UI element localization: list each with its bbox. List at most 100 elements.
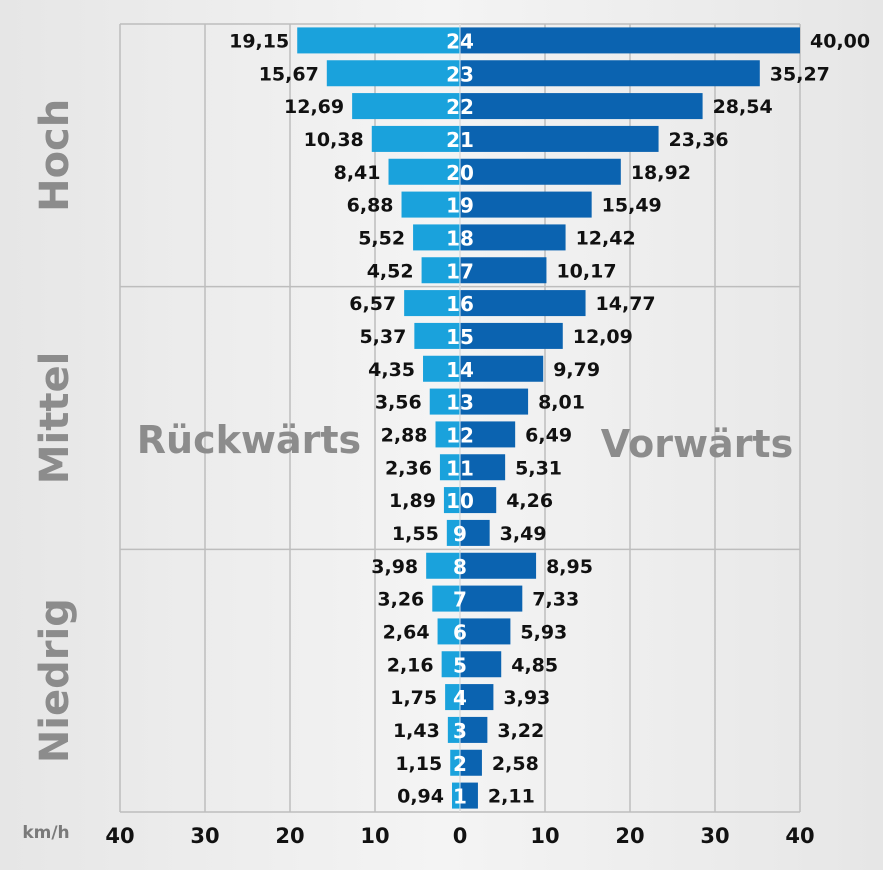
reverse-speed-label: 2,36 <box>385 457 432 479</box>
forward-speed-label: 4,85 <box>511 654 558 676</box>
reverse-bar <box>426 552 460 579</box>
forward-speed-label: 8,01 <box>538 392 585 414</box>
gear-number: 15 <box>446 325 474 349</box>
range-label: Niedrig <box>32 598 78 763</box>
reverse-bar <box>414 322 460 349</box>
gear-number: 10 <box>446 489 474 513</box>
x-tick-label: 20 <box>615 824 644 848</box>
forward-speed-label: 12,09 <box>573 326 633 348</box>
reverse-bar <box>404 290 460 317</box>
forward-bar <box>460 651 502 678</box>
reverse-speed-label: 6,88 <box>347 195 394 217</box>
reverse-speed-label: 1,89 <box>389 490 436 512</box>
reverse-speed-label: 3,26 <box>377 589 424 611</box>
gear-number: 12 <box>446 423 474 447</box>
reverse-speed-label: 1,75 <box>390 687 437 709</box>
forward-speed-label: 12,42 <box>576 227 636 249</box>
gear-number: 2 <box>453 752 467 776</box>
range-labels: Hoch Mittel Niedrig <box>32 99 78 763</box>
forward-bar <box>460 552 537 579</box>
reverse-bar <box>439 454 460 481</box>
gear-number: 5 <box>453 653 467 677</box>
forward-bar <box>460 684 494 711</box>
gear-number: 23 <box>446 62 474 86</box>
x-tick-label: 30 <box>700 824 729 848</box>
reverse-speed-label: 1,43 <box>393 720 440 742</box>
forward-speed-label: 3,22 <box>497 720 544 742</box>
gear-number: 6 <box>453 620 467 644</box>
reverse-bar <box>297 27 460 54</box>
forward-label: Vorwärts <box>601 422 793 466</box>
forward-bar <box>460 421 516 448</box>
reverse-bar <box>421 257 460 284</box>
forward-speed-label: 7,33 <box>532 589 579 611</box>
forward-speed-label: 2,11 <box>488 786 535 808</box>
forward-speed-label: 14,77 <box>596 293 656 315</box>
reverse-bar <box>443 487 460 514</box>
unit-label: km/h <box>22 823 69 843</box>
forward-speed-label: 23,36 <box>669 129 729 151</box>
gear-number: 24 <box>446 29 474 53</box>
reverse-bars <box>297 27 460 809</box>
forward-bar <box>460 388 529 415</box>
reverse-speed-label: 1,15 <box>395 753 442 775</box>
reverse-speed-label: 5,37 <box>359 326 406 348</box>
forward-bar <box>460 224 566 251</box>
gear-number: 11 <box>446 456 474 480</box>
reverse-bar <box>445 684 460 711</box>
forward-speed-label: 3,93 <box>503 687 550 709</box>
gear-number: 21 <box>446 128 474 152</box>
reverse-bar <box>413 224 460 251</box>
range-label: Mittel <box>32 352 78 485</box>
reverse-bar <box>388 158 460 185</box>
x-tick-label: 40 <box>105 824 134 848</box>
value-labels: 19,15 40,00 15,67 35,27 12,69 28,54 10,38 23,36… <box>229 30 870 807</box>
x-tick-label: 10 <box>530 824 559 848</box>
reverse-bar <box>435 421 460 448</box>
forward-speed-label: 15,49 <box>602 195 662 217</box>
forward-speed-label: 2,58 <box>492 753 539 775</box>
reverse-speed-label: 5,52 <box>358 227 405 249</box>
gear-number: 19 <box>446 194 474 218</box>
forward-bar <box>460 749 482 776</box>
reverse-bar <box>447 716 460 743</box>
reverse-speed-label: 2,16 <box>387 654 434 676</box>
forward-bar <box>460 355 544 382</box>
forward-speed-label: 5,93 <box>520 621 567 643</box>
gear-number: 7 <box>453 588 467 612</box>
forward-bar <box>460 158 621 185</box>
gear-number: 4 <box>453 686 467 710</box>
reverse-label: Rückwärts <box>137 418 361 462</box>
reverse-bar <box>450 749 460 776</box>
reverse-bar <box>401 191 460 218</box>
forward-bar <box>460 585 523 612</box>
x-tick-label: 30 <box>190 824 219 848</box>
forward-speed-label: 6,49 <box>525 424 572 446</box>
forward-speed-label: 28,54 <box>713 96 773 118</box>
forward-bar <box>460 93 703 120</box>
reverse-speed-label: 0,94 <box>397 786 444 808</box>
forward-speed-label: 4,26 <box>506 490 553 512</box>
x-tick-label: 10 <box>360 824 389 848</box>
x-tick-label: 20 <box>275 824 304 848</box>
reverse-speed-label: 3,56 <box>375 392 422 414</box>
forward-bar <box>460 618 511 645</box>
forward-speed-label: 35,27 <box>770 63 830 85</box>
reverse-bar <box>352 93 460 120</box>
gear-number: 22 <box>446 95 474 119</box>
forward-bar <box>460 257 547 284</box>
forward-bar <box>460 782 478 809</box>
forward-bar <box>460 290 586 317</box>
x-tick-label: 0 <box>453 824 468 848</box>
gear-number: 14 <box>446 358 474 382</box>
forward-speed-label: 40,00 <box>810 30 870 52</box>
x-axis-ticks: 40 30 20 10 0 10 20 30 40 <box>105 824 814 848</box>
forward-speed-label: 9,79 <box>553 359 600 381</box>
forward-speed-label: 18,92 <box>631 162 691 184</box>
reverse-bar <box>437 618 460 645</box>
reverse-speed-label: 19,15 <box>229 30 289 52</box>
reverse-bar <box>441 651 460 678</box>
reverse-bar <box>432 585 460 612</box>
